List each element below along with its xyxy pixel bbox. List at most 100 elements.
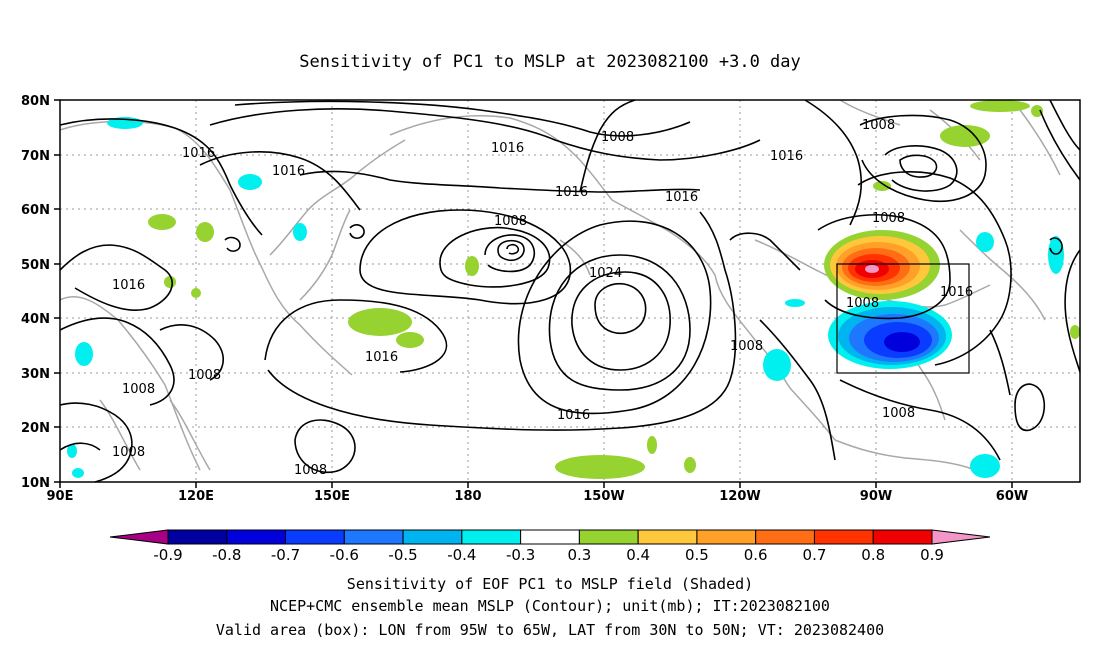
- shade-patch: [148, 214, 176, 230]
- colorbar-tick-label: 0.9: [920, 546, 944, 564]
- contour-label: 1016: [940, 285, 973, 300]
- shade-patch: [763, 349, 791, 381]
- shade-patch: [940, 125, 990, 147]
- y-axis-labels: 80N 70N 60N 50N 40N 30N 20N 10N: [21, 94, 50, 491]
- shade-patch: [293, 223, 307, 241]
- y-tick-label: 70N: [21, 149, 50, 164]
- shade-patch: [1031, 105, 1043, 117]
- colorbar-bin: [402, 529, 463, 545]
- colorbar-tick-label: 0.4: [626, 546, 650, 564]
- colorbar-tick-label: -0.9: [153, 546, 182, 564]
- axis-tick-marks: [54, 99, 1013, 488]
- valid-area-box: [836, 263, 970, 374]
- colorbar-tick-label: 0.3: [567, 546, 591, 564]
- colorbar-bin: [637, 529, 698, 545]
- shade-patch: [976, 232, 994, 252]
- contour-label: 1008: [601, 130, 634, 145]
- x-tick-label: 180: [454, 489, 481, 504]
- contour-label: 1024: [589, 266, 622, 281]
- shade-patch: [970, 454, 1000, 478]
- y-tick-label: 50N: [21, 258, 50, 273]
- shade-patch: [970, 100, 1030, 112]
- contour-label: 1016: [112, 278, 145, 293]
- colorbar-bin: [343, 529, 404, 545]
- contour-label: 1008: [730, 339, 763, 354]
- x-tick-label: 120W: [719, 489, 760, 504]
- contour-label: 1008: [872, 211, 905, 226]
- colorbar-tick-label: -0.3: [506, 546, 535, 564]
- contour-label: 1008: [494, 214, 527, 229]
- y-tick-label: 20N: [21, 421, 50, 436]
- contour-label: 1016: [182, 146, 215, 161]
- shade-patch: [67, 444, 77, 458]
- shade-patch: [785, 299, 805, 307]
- x-tick-label: 120E: [178, 489, 214, 504]
- sensitivity-shading: [67, 100, 1080, 479]
- y-tick-label: 80N: [21, 94, 50, 109]
- colorbar-tick-label: 0.7: [803, 546, 827, 564]
- colorbar-tick-label: -0.4: [447, 546, 476, 564]
- shade-patch: [684, 457, 696, 473]
- shade-patch: [191, 288, 201, 298]
- colorbar-bin: [285, 529, 345, 545]
- colorbar-tick-label: -0.8: [212, 546, 241, 564]
- colorbar-bin: [696, 529, 757, 545]
- mslp-contours: [59, 99, 1081, 483]
- colorbar-tick-label: 0.8: [861, 546, 885, 564]
- contour-label: 1008: [294, 463, 327, 478]
- contour-label: 1008: [862, 118, 895, 133]
- colorbar-bin: [813, 529, 874, 545]
- y-tick-label: 60N: [21, 203, 50, 218]
- coastlines: [59, 99, 1061, 471]
- x-axis-labels: 90E 120E 150E 180 150W 120W 90W 60W: [47, 489, 1029, 504]
- colorbar-bin: [872, 529, 933, 545]
- shade-patch: [647, 436, 657, 454]
- contour-labels: 1016 1016 1008 1016 1016 1016 1008 1016 …: [112, 118, 973, 478]
- colorbar-tick-label: 0.6: [744, 546, 768, 564]
- colorbar-bin: [520, 529, 580, 545]
- contour-label: 1008: [112, 445, 145, 460]
- x-tick-label: 60W: [996, 489, 1028, 504]
- shade-patch: [238, 174, 262, 190]
- contour-label: 1008: [846, 296, 879, 311]
- caption-line-3: Valid area (box): LON from 95W to 65W, L…: [216, 621, 884, 639]
- colorbar: -0.9 -0.8 -0.7 -0.6 -0.5 -0.4 -0.3 0.3 0.4 0.5 0.6…: [109, 529, 991, 564]
- contour-label: 1008: [882, 406, 915, 421]
- colorbar-tick-label: -0.7: [271, 546, 300, 564]
- caption-line-1: Sensitivity of EOF PC1 to MSLP field (Sh…: [347, 575, 753, 593]
- shade-patch: [348, 308, 412, 336]
- colorbar-tick-label: -0.5: [388, 546, 417, 564]
- shade-patch: [465, 256, 479, 276]
- colorbar-bin: [461, 529, 522, 545]
- colorbar-bin: [755, 529, 815, 545]
- contour-label: 1016: [770, 149, 803, 164]
- colorbar-tick-label: 0.5: [685, 546, 709, 564]
- shade-patch: [555, 455, 645, 479]
- shade-patch: [1070, 325, 1080, 339]
- x-tick-label: 90W: [860, 489, 892, 504]
- shade-patch: [396, 332, 424, 348]
- shade-patch: [1048, 236, 1064, 274]
- x-tick-label: 150E: [314, 489, 350, 504]
- contour-label: 1008: [122, 382, 155, 397]
- contour-label: 1016: [272, 164, 305, 179]
- contour-label: 1016: [557, 408, 590, 423]
- x-tick-label: 90E: [47, 489, 74, 504]
- contour-label: 1016: [365, 350, 398, 365]
- contour-label: 1016: [665, 190, 698, 205]
- figure-title: Sensitivity of PC1 to MSLP at 2023082100…: [299, 52, 801, 72]
- map-frame: [59, 99, 1081, 483]
- contour-label: 1016: [491, 141, 524, 156]
- caption-line-2: NCEP+CMC ensemble mean MSLP (Contour); u…: [270, 597, 830, 615]
- contour-label: 1008: [188, 368, 221, 383]
- shade-patch: [196, 222, 214, 242]
- shade-patch: [72, 468, 84, 478]
- shade-negative-08: [884, 332, 920, 352]
- colorbar-bin: [226, 529, 287, 545]
- colorbar-end-high: [931, 529, 991, 545]
- colorbar-bin: [578, 529, 639, 545]
- colorbar-tick-label: -0.6: [330, 546, 359, 564]
- shade-patch: [75, 342, 93, 366]
- colorbar-end-low: [109, 529, 169, 545]
